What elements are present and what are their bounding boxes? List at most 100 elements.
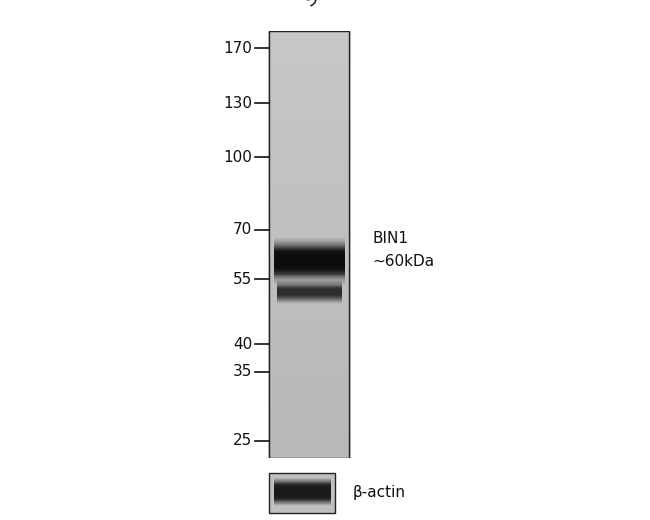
Bar <box>269 473 335 513</box>
Bar <box>277 291 342 292</box>
Bar <box>274 487 331 489</box>
Bar <box>269 335 350 340</box>
Bar <box>277 283 342 284</box>
Bar <box>269 95 350 100</box>
Bar <box>277 296 342 297</box>
Bar <box>274 248 345 249</box>
Bar <box>277 301 342 303</box>
Bar <box>274 241 345 242</box>
Bar <box>274 497 331 499</box>
Bar <box>274 265 345 267</box>
Bar <box>274 267 345 268</box>
Bar <box>277 300 342 302</box>
Bar <box>274 278 345 279</box>
Bar <box>274 251 345 252</box>
Bar <box>274 483 331 485</box>
Bar <box>274 490 331 492</box>
Bar <box>274 272 345 274</box>
Bar <box>277 300 342 301</box>
Bar <box>269 362 350 367</box>
Text: 55: 55 <box>233 272 252 287</box>
Bar <box>269 31 350 458</box>
Bar <box>277 280 342 281</box>
Bar <box>274 276 345 277</box>
Bar <box>274 481 331 483</box>
Bar <box>277 296 342 297</box>
Bar <box>277 288 342 289</box>
Bar <box>274 279 345 280</box>
Bar <box>274 241 345 242</box>
Bar <box>269 271 350 277</box>
Bar <box>277 291 342 292</box>
Bar <box>274 504 331 505</box>
Bar <box>274 255 345 256</box>
Bar <box>274 269 345 271</box>
Bar <box>274 281 345 283</box>
Bar <box>277 287 342 288</box>
Bar <box>274 498 331 500</box>
Bar <box>274 271 345 272</box>
Bar <box>277 282 342 283</box>
Bar <box>269 346 350 351</box>
Bar <box>277 287 342 289</box>
Bar <box>274 486 331 488</box>
Bar <box>274 252 345 253</box>
Text: 25: 25 <box>233 433 252 448</box>
Bar <box>277 291 342 292</box>
Bar <box>277 285 342 287</box>
Bar <box>269 441 350 447</box>
Bar <box>274 282 345 283</box>
Bar <box>274 276 345 277</box>
Bar <box>274 280 345 281</box>
Bar <box>277 292 342 293</box>
Bar <box>277 298 342 299</box>
Bar <box>274 242 345 243</box>
Bar <box>274 260 345 262</box>
Bar <box>274 492 331 494</box>
Bar <box>274 279 345 280</box>
Bar <box>274 273 345 275</box>
Bar <box>274 496 331 498</box>
Bar <box>274 274 345 275</box>
Bar <box>274 238 345 240</box>
Text: 35: 35 <box>233 364 252 379</box>
Bar <box>277 301 342 303</box>
Bar <box>274 267 345 269</box>
Bar <box>277 283 342 284</box>
Bar <box>274 252 345 253</box>
Bar <box>269 452 350 458</box>
Bar <box>277 290 342 291</box>
Bar <box>274 262 345 263</box>
Bar <box>274 242 345 243</box>
Bar <box>274 241 345 243</box>
Bar <box>274 485 331 487</box>
Bar <box>274 262 345 263</box>
Bar <box>274 282 345 284</box>
Bar <box>274 281 345 282</box>
Bar <box>274 268 345 269</box>
Bar <box>269 277 350 282</box>
Bar <box>274 239 345 240</box>
Bar <box>277 293 342 294</box>
Bar <box>277 295 342 296</box>
Bar <box>274 255 345 256</box>
Bar <box>274 249 345 250</box>
Bar <box>274 266 345 267</box>
Bar <box>274 274 345 275</box>
Bar <box>274 478 331 480</box>
Bar <box>274 259 345 260</box>
Bar <box>269 447 350 452</box>
Bar <box>277 282 342 283</box>
Bar <box>269 191 350 197</box>
Bar <box>277 301 342 302</box>
Bar <box>274 489 331 491</box>
Text: BIN1: BIN1 <box>372 231 408 246</box>
Bar <box>269 239 350 244</box>
Bar <box>274 244 345 245</box>
Bar <box>274 262 345 263</box>
Bar <box>274 279 345 281</box>
Bar <box>269 394 350 399</box>
Bar <box>274 246 345 248</box>
Bar <box>269 378 350 383</box>
Text: 170: 170 <box>224 41 252 56</box>
